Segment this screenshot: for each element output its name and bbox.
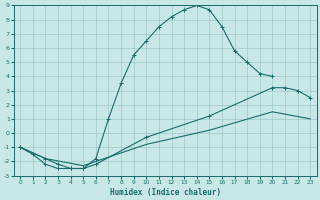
X-axis label: Humidex (Indice chaleur): Humidex (Indice chaleur): [110, 188, 221, 197]
